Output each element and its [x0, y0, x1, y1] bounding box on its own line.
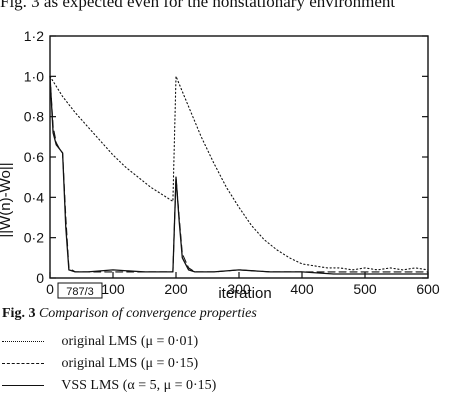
dotted-line-swatch — [2, 341, 44, 343]
y-tick-label: 0·4 — [24, 189, 44, 205]
x-tick-label: 600 — [416, 281, 440, 297]
y-tick-label: 0 — [36, 270, 44, 286]
x-tick-label: 300 — [227, 281, 251, 297]
caption-text: Comparison of convergence properties — [38, 306, 257, 321]
series-line-dotted — [49, 75, 429, 271]
y-axis-label: ||W(n)-Wo|| — [0, 162, 14, 237]
legend-label: VSS LMS (α = 5, μ = 0·15) — [61, 378, 217, 393]
y-tick-label: 1·0 — [24, 68, 44, 84]
y-tick-label: 0·6 — [24, 149, 44, 165]
legend-label: original LMS (μ = 0·01) — [61, 334, 199, 349]
legend-item-dashed: original LMS (μ = 0·15) — [2, 356, 198, 372]
series-line-solid — [49, 75, 429, 275]
body-text-fragment: Fig. 3 as expected even for the nonstati… — [0, 0, 396, 11]
y-tick-label: 1·2 — [24, 28, 44, 44]
convergence-chart: 0 0·2 0·4 0·6 0·8 1·0 1·2 0 100 200 300 400 500 600 |… — [0, 28, 440, 300]
figure-caption: Fig. 3 Comparison of convergence propert… — [2, 306, 257, 322]
solid-line-swatch — [2, 385, 44, 387]
y-tick-label: 0·8 — [24, 109, 44, 125]
legend-item-solid: VSS LMS (α = 5, μ = 0·15) — [2, 378, 216, 394]
x-tick-label: 400 — [290, 281, 314, 297]
legend-item-dotted: original LMS (μ = 0·01) — [2, 334, 198, 350]
dashed-line-swatch — [2, 363, 44, 365]
y-tick-label: 0·2 — [24, 230, 44, 246]
x-tick-label: 100 — [101, 281, 125, 297]
figure-id: 787/3 — [66, 286, 94, 298]
legend-label: original LMS (μ = 0·15) — [61, 356, 199, 371]
x-tick-label: 0 — [46, 281, 54, 297]
x-tick-label: 500 — [353, 281, 377, 297]
series-line-dashed — [49, 75, 429, 273]
plot-frame — [49, 35, 429, 279]
x-axis-label: iteration — [218, 285, 271, 300]
x-tick-label: 200 — [164, 281, 188, 297]
figure-id-box — [57, 282, 103, 299]
caption-label: Fig. 3 — [2, 306, 36, 321]
